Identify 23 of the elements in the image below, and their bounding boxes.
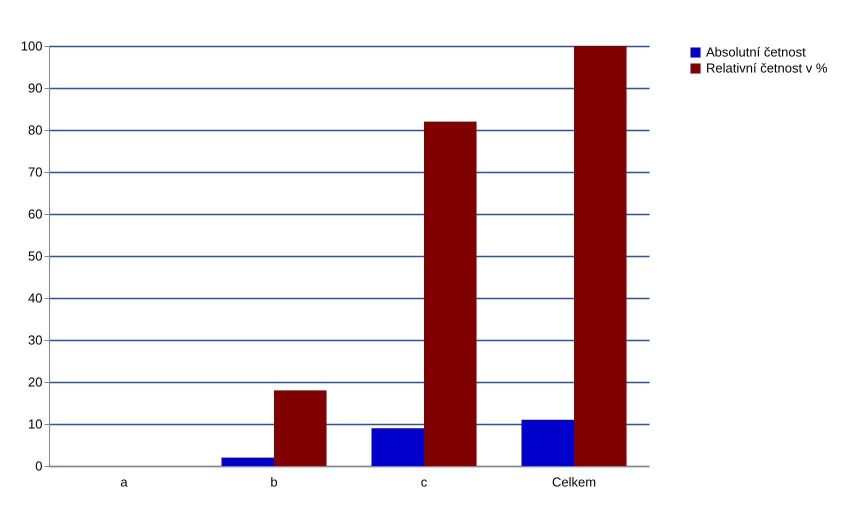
y-tick-label: 60 (28, 206, 42, 222)
bar (424, 122, 476, 466)
bar (574, 46, 626, 466)
y-tick-label: 70 (28, 164, 42, 180)
bar (222, 458, 274, 466)
y-tick-label: 40 (28, 290, 42, 306)
y-tick-label: 90 (28, 80, 42, 96)
legend-label: Relativní četnost v % (706, 60, 828, 76)
y-tick-label: 10 (28, 416, 42, 432)
y-tick-label: 50 (28, 248, 42, 264)
x-tick-label: a (120, 474, 128, 490)
y-tick-label: 100 (20, 38, 42, 54)
x-tick-label: Celkem (552, 474, 596, 490)
x-tick-label: c (420, 474, 428, 490)
bar (274, 390, 326, 466)
legend-label: Absolutní četnost (706, 44, 806, 60)
y-tick-label: 20 (28, 374, 42, 390)
x-tick-label: b (270, 474, 278, 490)
y-tick-label: 30 (28, 332, 42, 348)
bar (522, 420, 574, 466)
y-tick-label: 0 (35, 458, 42, 474)
bar (372, 428, 424, 466)
y-tick-label: 80 (28, 122, 42, 138)
